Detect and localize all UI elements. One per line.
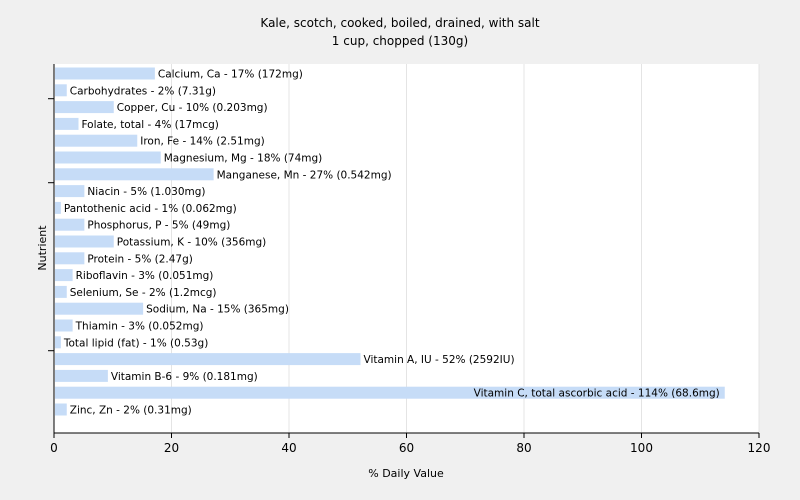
bar (55, 134, 138, 147)
bar (55, 252, 85, 265)
bar-label: Carbohydrates - 2% (7.31g) (70, 85, 216, 97)
bar-label: Sodium, Na - 15% (365mg) (146, 304, 289, 316)
bar-label: Folate, total - 4% (17mcg) (82, 119, 219, 131)
bar-label: Magnesium, Mg - 18% (74mg) (164, 153, 323, 165)
bar (55, 285, 67, 298)
bar (55, 369, 108, 382)
bar (55, 168, 214, 181)
bar-label: Calcium, Ca - 17% (172mg) (158, 69, 303, 81)
bar-label: Zinc, Zn - 2% (0.31mg) (70, 405, 192, 417)
bar (55, 117, 79, 130)
bar (55, 84, 67, 97)
bar-label: Thiamin - 3% (0.052mg) (75, 321, 204, 333)
chart-subtitle: 1 cup, chopped (130g) (332, 34, 468, 48)
bar (55, 336, 61, 349)
bar (55, 403, 67, 416)
x-tick-label: 120 (748, 441, 771, 455)
bar-label: Pantothenic acid - 1% (0.062mg) (64, 203, 237, 215)
bar-label: Protein - 5% (2.47g) (87, 253, 193, 265)
bar-label: Riboflavin - 3% (0.051mg) (76, 270, 214, 282)
x-tick-label: 80 (516, 441, 531, 455)
bar (55, 319, 73, 332)
bar (55, 386, 725, 399)
bar (55, 353, 361, 366)
bar-label: Vitamin C, total ascorbic acid - 114% (6… (474, 388, 720, 400)
x-tick-label: 60 (399, 441, 414, 455)
bar-label: Manganese, Mn - 27% (0.542mg) (217, 169, 392, 181)
bar (55, 269, 73, 282)
chart-title: Kale, scotch, cooked, boiled, drained, w… (260, 16, 539, 30)
bar (55, 218, 85, 231)
bar-label: Potassium, K - 10% (356mg) (117, 237, 267, 249)
y-axis-title: Nutrient (36, 225, 49, 271)
bar-label: Vitamin A, IU - 52% (2592IU) (364, 354, 515, 366)
bar-label: Selenium, Se - 2% (1.2mcg) (70, 287, 217, 299)
x-tick-label: 40 (281, 441, 296, 455)
bar-label: Copper, Cu - 10% (0.203mg) (117, 102, 268, 114)
bar-label: Iron, Fe - 14% (2.51mg) (140, 136, 264, 148)
bar-label: Phosphorus, P - 5% (49mg) (87, 220, 230, 232)
bar (55, 201, 61, 214)
bar (55, 302, 144, 315)
bar-label: Niacin - 5% (1.030mg) (87, 186, 205, 198)
bar (55, 67, 155, 80)
bar (55, 151, 161, 164)
x-tick-label: 100 (630, 441, 653, 455)
bar-label: Total lipid (fat) - 1% (0.53g) (63, 337, 208, 349)
x-tick-label: 0 (50, 441, 58, 455)
x-tick-label: 20 (164, 441, 179, 455)
bar (55, 185, 85, 198)
x-axis-title: % Daily Value (368, 467, 444, 480)
bar (55, 101, 114, 114)
plot-area: Calcium, Ca - 17% (172mg) Carbohydrates -… (48, 64, 770, 455)
bar-label: Vitamin B-6 - 9% (0.181mg) (111, 371, 258, 383)
bar (55, 235, 114, 248)
